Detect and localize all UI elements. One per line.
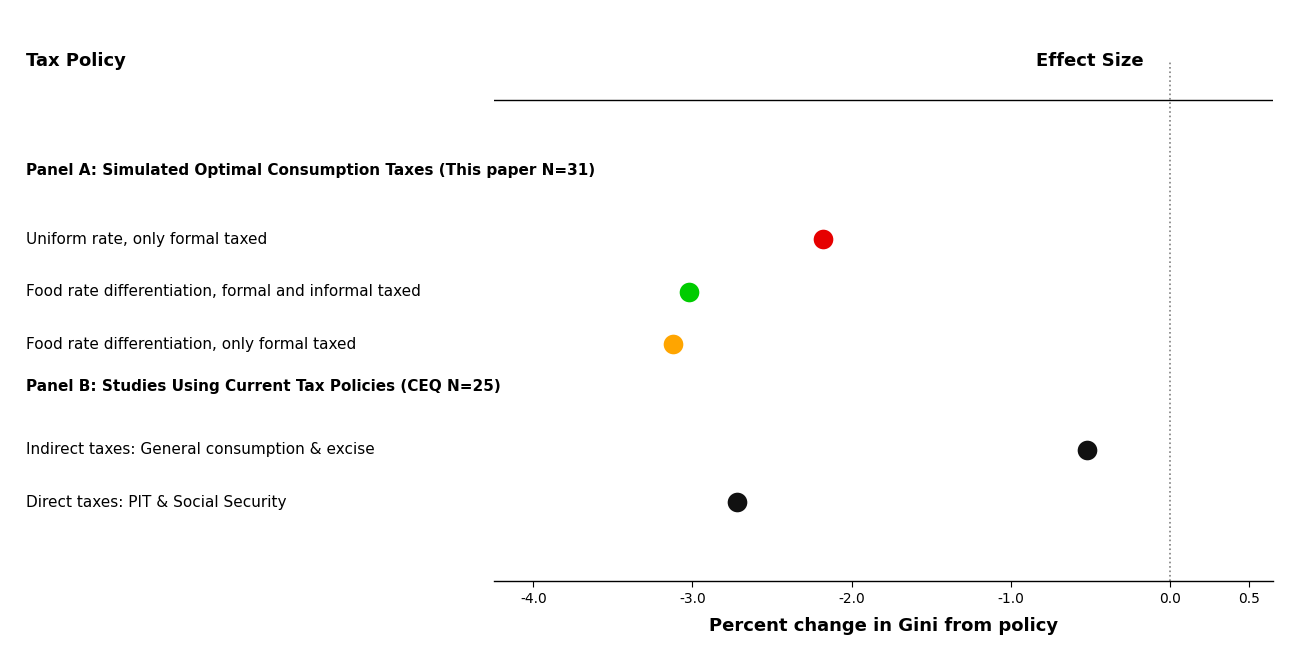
Text: Tax Policy: Tax Policy: [26, 52, 126, 70]
Point: [1077, 444, 1098, 455]
Point: [812, 234, 833, 244]
Point: [679, 287, 700, 297]
Point: [662, 339, 683, 349]
Text: Panel A: Simulated Optimal Consumption Taxes (This paper N=31): Panel A: Simulated Optimal Consumption T…: [26, 163, 595, 178]
Text: Panel B: Studies Using Current Tax Policies (CEQ N=25): Panel B: Studies Using Current Tax Polic…: [26, 379, 500, 394]
Text: Food rate differentiation, only formal taxed: Food rate differentiation, only formal t…: [26, 337, 356, 352]
Text: Food rate differentiation, formal and informal taxed: Food rate differentiation, formal and in…: [26, 284, 421, 299]
Text: Effect Size: Effect Size: [1037, 52, 1144, 70]
X-axis label: Percent change in Gini from policy: Percent change in Gini from policy: [709, 617, 1057, 635]
Text: Uniform rate, only formal taxed: Uniform rate, only formal taxed: [26, 232, 268, 246]
Text: Indirect taxes: General consumption & excise: Indirect taxes: General consumption & ex…: [26, 442, 374, 457]
Text: Direct taxes: PIT & Social Security: Direct taxes: PIT & Social Security: [26, 495, 287, 510]
Point: [726, 497, 747, 508]
